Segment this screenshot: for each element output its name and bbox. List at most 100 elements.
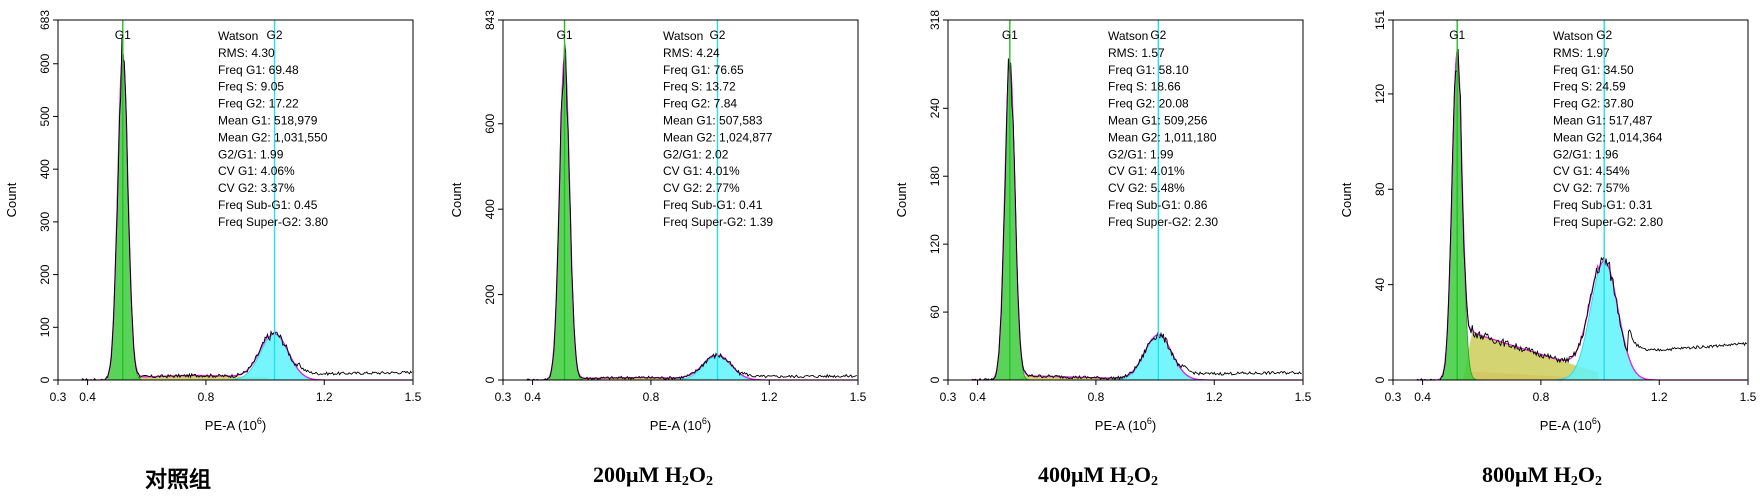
y-tick-label: 400 bbox=[483, 199, 497, 219]
y-tick-label: 180 bbox=[928, 166, 942, 186]
x-tick-label: 0.3 bbox=[50, 390, 67, 404]
g2-peak-label: G2 bbox=[267, 28, 283, 42]
x-tick-label: 0.3 bbox=[495, 390, 512, 404]
stats-line: Freq Super-G2: 3.80 bbox=[218, 215, 328, 229]
caption-800uM-mid: O bbox=[1577, 462, 1595, 487]
stats-line: CV G1: 4.01% bbox=[1108, 164, 1185, 178]
stats-line: CV G2: 3.37% bbox=[218, 181, 295, 195]
stats-title: Watson bbox=[663, 29, 703, 43]
g1-peak-label: G1 bbox=[557, 28, 573, 42]
caption-200uM-main: 200μM H bbox=[593, 462, 682, 487]
g1-peak-label: G1 bbox=[115, 28, 131, 42]
y-tick-label: 600 bbox=[483, 113, 497, 133]
y-tick-label: 100 bbox=[38, 317, 52, 337]
x-tick-label: 0.4 bbox=[969, 390, 986, 404]
caption-200uM: 200μM H2O2 bbox=[503, 462, 803, 490]
stats-line: CV G1: 4.54% bbox=[1553, 164, 1630, 178]
caption-400uM-mid: O bbox=[1133, 462, 1151, 487]
stats-line: Freq G2: 17.22 bbox=[218, 97, 299, 111]
y-tick-label: 40 bbox=[1373, 278, 1387, 292]
stats-line: Freq Super-G2: 2.80 bbox=[1553, 215, 1663, 229]
data-histogram-line bbox=[971, 58, 1302, 381]
stats-line: Freq G2: 7.84 bbox=[663, 97, 737, 111]
y-tick-label: 200 bbox=[38, 264, 52, 284]
stats-line: RMS: 4.30 bbox=[218, 46, 275, 60]
x-axis-label: PE-A (106) bbox=[205, 416, 266, 433]
data-histogram-line bbox=[1416, 48, 1748, 381]
x-tick-label: 1.2 bbox=[1206, 390, 1223, 404]
y-axis-label: Count bbox=[449, 182, 464, 217]
caption-200uM-sub2: 2 bbox=[705, 474, 713, 489]
y-tick-label: 400 bbox=[38, 159, 52, 179]
x-tick-label: 0.8 bbox=[643, 390, 660, 404]
x-axis-label-exp: 6 bbox=[257, 416, 262, 426]
g1-peak-fill bbox=[526, 55, 857, 381]
stats-line: RMS: 1.97 bbox=[1553, 46, 1610, 60]
plot-frame bbox=[1392, 19, 1749, 381]
x-tick-label: 1.2 bbox=[1651, 390, 1668, 404]
plot-frame bbox=[947, 19, 1304, 381]
y-tick-label: 80 bbox=[1373, 182, 1387, 196]
caption-400uM-sub1: 2 bbox=[1126, 474, 1134, 489]
x-tick-label: 0.4 bbox=[79, 390, 96, 404]
x-axis-label-main: PE-A (10 bbox=[205, 418, 257, 433]
y-tick-label: 500 bbox=[38, 106, 52, 126]
caption-400uM: 400μM H2O2 bbox=[948, 462, 1248, 490]
stats-line: Mean G2: 1,031,550 bbox=[218, 130, 328, 144]
y-tick-label: 683 bbox=[38, 10, 52, 30]
g2-peak-label: G2 bbox=[709, 28, 725, 42]
x-axis-label-close: ) bbox=[707, 418, 711, 433]
x-axis-label-close: ) bbox=[1152, 418, 1156, 433]
plot-frame bbox=[502, 19, 859, 381]
stats-line: CV G1: 4.01% bbox=[663, 164, 740, 178]
g1-peak-fill bbox=[971, 61, 1302, 381]
x-tick-label: 1.5 bbox=[1740, 390, 1757, 404]
histogram-panel-2: G1 G2 Watson RMS: 4.24 Freq G1: 76.65 Freq S:… bbox=[449, 10, 867, 433]
stats-line: Freq S: 9.05 bbox=[218, 80, 284, 94]
stats-line: Freq G2: 37.80 bbox=[1553, 97, 1634, 111]
x-axis-label-close: ) bbox=[262, 418, 266, 433]
stats-line: Mean G1: 517,487 bbox=[1553, 114, 1653, 128]
x-tick-label: 0.8 bbox=[1533, 390, 1550, 404]
g1-peak-fill bbox=[81, 53, 412, 381]
x-axis-label-main: PE-A (10 bbox=[650, 418, 702, 433]
stats-line: Mean G1: 509,256 bbox=[1108, 114, 1208, 128]
y-tick-label: 318 bbox=[928, 10, 942, 30]
y-tick-label: 0 bbox=[483, 376, 497, 383]
stats-line: Freq Super-G2: 1.39 bbox=[663, 215, 773, 229]
g1-peak-label: G1 bbox=[1449, 28, 1465, 42]
x-axis-label-main: PE-A (10 bbox=[1095, 418, 1147, 433]
y-tick-label: 600 bbox=[38, 53, 52, 73]
y-tick-label: 200 bbox=[483, 284, 497, 304]
y-tick-label: 120 bbox=[1373, 84, 1387, 104]
stats-line: Freq Super-G2: 2.30 bbox=[1108, 215, 1218, 229]
x-axis-label-exp: 6 bbox=[702, 416, 707, 426]
g2-peak-fill bbox=[971, 334, 1302, 380]
x-axis-label: PE-A (106) bbox=[1095, 416, 1156, 433]
stats-line: Mean G2: 1,014,364 bbox=[1553, 130, 1663, 144]
caption-800uM-sub2: 2 bbox=[1594, 474, 1602, 489]
g2-peak-label: G2 bbox=[1150, 28, 1166, 42]
s-phase-fill bbox=[1416, 332, 1747, 380]
x-tick-label: 0.4 bbox=[524, 390, 541, 404]
y-tick-label: 0 bbox=[928, 376, 942, 383]
y-tick-label: 300 bbox=[38, 212, 52, 232]
x-tick-label: 0.4 bbox=[1414, 390, 1431, 404]
stats-line: Freq S: 18.66 bbox=[1108, 80, 1181, 94]
x-tick-label: 0.3 bbox=[1385, 390, 1402, 404]
x-axis-label-main: PE-A (10 bbox=[1540, 418, 1592, 433]
x-axis-label: PE-A (106) bbox=[1540, 416, 1601, 433]
stats-line: G2/G1: 1.96 bbox=[1553, 147, 1619, 161]
x-axis-label-exp: 6 bbox=[1147, 416, 1152, 426]
y-tick-label: 151 bbox=[1373, 10, 1387, 30]
stats-line: Freq Sub-G1: 0.41 bbox=[663, 198, 763, 212]
y-tick-label: 0 bbox=[1373, 376, 1387, 383]
stats-title: Watson bbox=[1553, 29, 1593, 43]
stats-line: RMS: 4.24 bbox=[663, 46, 720, 60]
stats-line: RMS: 1.57 bbox=[1108, 46, 1165, 60]
caption-800uM: 800μM H2O2 bbox=[1392, 462, 1692, 490]
histogram-panel-1: G1 G2 Watson RMS: 4.30 Freq G1: 69.48 Freq S:… bbox=[4, 10, 422, 433]
plot-frame bbox=[57, 19, 414, 381]
data-histogram-line bbox=[526, 42, 857, 381]
